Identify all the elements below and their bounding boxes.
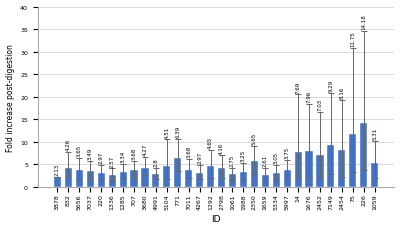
Text: 6.39: 6.39 [175,125,180,138]
Text: 2.97: 2.97 [197,152,202,164]
Bar [54,177,61,187]
Text: 4.51: 4.51 [164,126,169,138]
Text: 2.8: 2.8 [154,158,158,166]
Bar [120,172,127,187]
Bar [338,150,346,187]
Text: 3.05: 3.05 [274,151,279,164]
Bar [262,175,269,187]
Text: 3.68: 3.68 [186,145,191,157]
Text: 2.61: 2.61 [263,155,268,167]
Text: 2.57: 2.57 [110,155,115,167]
Bar [98,174,105,187]
Text: 7.03: 7.03 [318,99,322,111]
X-axis label: ID: ID [211,215,221,224]
Text: 7.96: 7.96 [306,90,312,102]
Bar [218,168,225,187]
Bar [109,175,116,187]
Text: 11.75: 11.75 [350,32,355,47]
Text: 4.65: 4.65 [208,136,213,149]
Bar [240,172,247,187]
Text: 3.49: 3.49 [88,147,93,160]
Text: 2.13: 2.13 [55,164,60,176]
Bar [130,170,138,187]
Bar [185,170,192,187]
Text: 3.25: 3.25 [241,149,246,162]
Bar [294,153,302,187]
Text: 9.29: 9.29 [328,80,334,92]
Bar [371,163,378,187]
Text: 2.75: 2.75 [230,154,235,166]
Text: 8.16: 8.16 [339,86,344,98]
Bar [196,174,203,187]
Text: 4.26: 4.26 [66,138,71,150]
Text: 3.65: 3.65 [77,144,82,156]
Text: 5.65: 5.65 [252,132,257,144]
Bar [273,173,280,187]
Bar [306,151,313,187]
Bar [174,158,181,187]
Text: 3.75: 3.75 [285,146,290,158]
Bar [207,166,214,187]
Bar [327,145,334,187]
Bar [284,170,291,187]
Y-axis label: Fold increase post-digestion: Fold increase post-digestion [6,44,14,151]
Text: 2.97: 2.97 [99,152,104,164]
Bar [76,171,83,187]
Text: 4.16: 4.16 [219,142,224,154]
Bar [142,168,148,187]
Bar [229,174,236,187]
Bar [163,167,170,187]
Bar [349,134,356,187]
Bar [316,155,324,187]
Text: 14.18: 14.18 [361,14,366,30]
Text: 3.68: 3.68 [132,147,136,160]
Text: 3.34: 3.34 [121,150,126,162]
Text: 7.69: 7.69 [296,81,301,93]
Bar [152,174,160,187]
Text: 4.27: 4.27 [142,144,148,156]
Bar [87,171,94,187]
Bar [65,168,72,187]
Bar [360,123,367,187]
Bar [251,162,258,187]
Text: 5.31: 5.31 [372,128,377,140]
